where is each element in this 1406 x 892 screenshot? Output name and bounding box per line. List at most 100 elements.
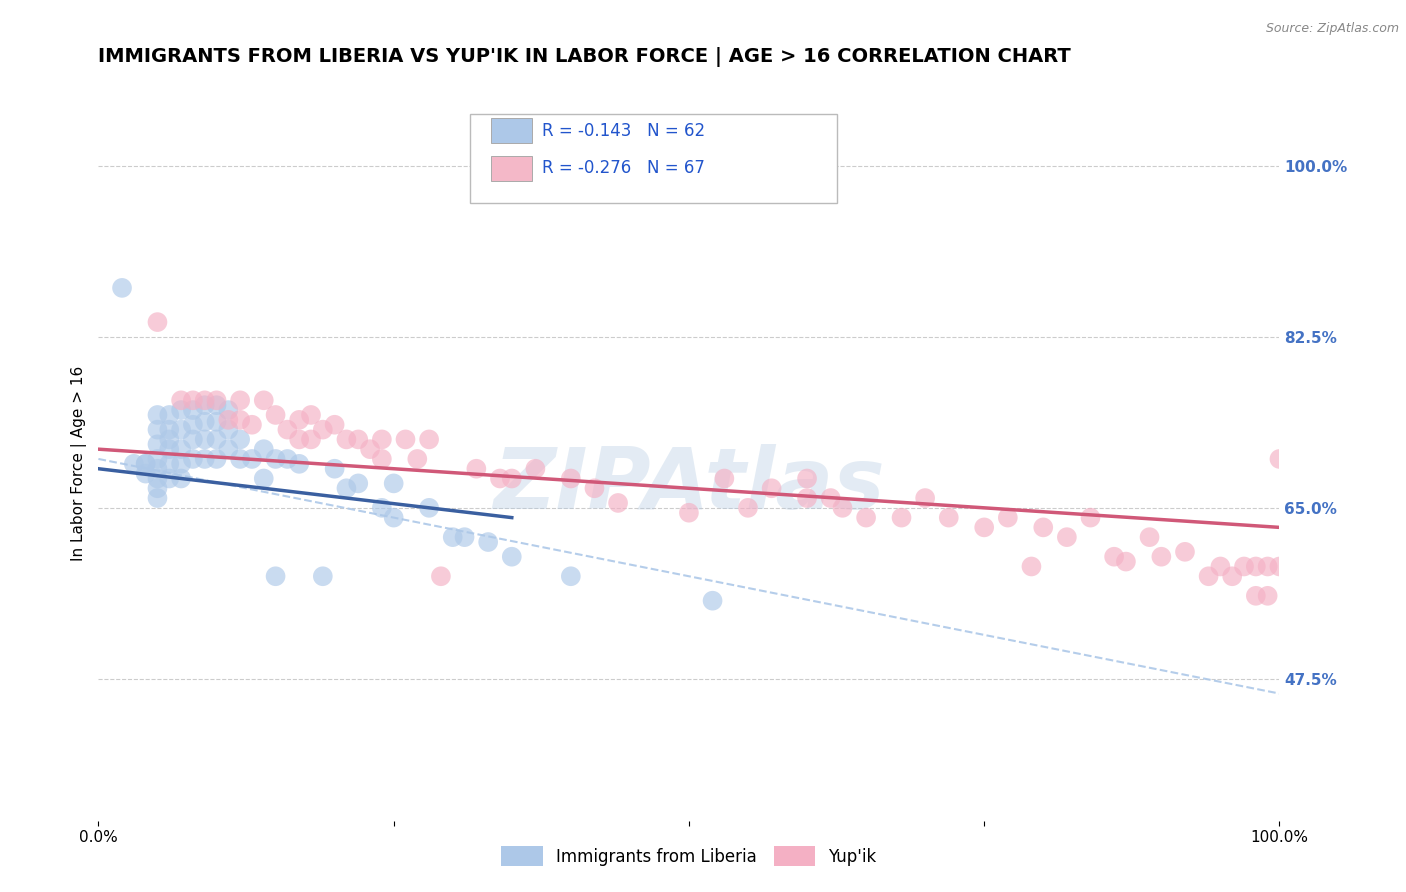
Point — [253, 442, 276, 457]
Point — [465, 461, 488, 475]
Point — [205, 433, 228, 447]
Point — [181, 403, 204, 417]
Point — [194, 433, 217, 447]
Point — [157, 442, 180, 457]
Point — [253, 471, 276, 485]
Point — [1080, 510, 1102, 524]
Point — [796, 491, 818, 505]
Point — [253, 393, 276, 408]
Point — [299, 433, 322, 447]
Point — [1021, 559, 1043, 574]
Point — [323, 417, 346, 432]
Point — [831, 500, 853, 515]
Point — [713, 471, 735, 485]
Point — [146, 437, 169, 451]
Point — [288, 433, 311, 447]
Point — [288, 413, 311, 427]
Point — [146, 461, 169, 475]
Point — [146, 315, 169, 329]
Point — [607, 496, 630, 510]
Point — [205, 393, 228, 408]
Point — [170, 403, 193, 417]
Point — [264, 569, 287, 583]
Point — [194, 415, 217, 429]
Point — [1032, 520, 1054, 534]
Point — [264, 452, 287, 467]
Point — [501, 471, 523, 485]
Point — [560, 569, 582, 583]
Point — [1233, 559, 1256, 574]
Legend: Immigrants from Liberia, Yup'ik: Immigrants from Liberia, Yup'ik — [495, 839, 883, 873]
Point — [146, 423, 169, 437]
Point — [170, 442, 193, 457]
Point — [938, 510, 960, 524]
Point — [382, 510, 405, 524]
Point — [997, 510, 1019, 524]
Point — [157, 408, 180, 422]
Point — [146, 471, 169, 485]
Text: R = -0.143   N = 62: R = -0.143 N = 62 — [543, 121, 706, 139]
Point — [914, 491, 936, 505]
Point — [394, 433, 416, 447]
Point — [157, 457, 180, 471]
Point — [312, 423, 335, 437]
Point — [453, 530, 475, 544]
Point — [1220, 569, 1243, 583]
Point — [382, 476, 405, 491]
Text: IMMIGRANTS FROM LIBERIA VS YUP'IK IN LABOR FORCE | AGE > 16 CORRELATION CHART: IMMIGRANTS FROM LIBERIA VS YUP'IK IN LAB… — [98, 47, 1071, 67]
Point — [1102, 549, 1125, 564]
Point — [371, 433, 394, 447]
Point — [240, 452, 263, 467]
Point — [229, 413, 252, 427]
Point — [217, 413, 239, 427]
Point — [205, 398, 228, 412]
Point — [347, 476, 370, 491]
Point — [312, 569, 335, 583]
Point — [181, 433, 204, 447]
Point — [276, 423, 298, 437]
Point — [229, 433, 252, 447]
Point — [371, 500, 394, 515]
Point — [181, 393, 204, 408]
Point — [181, 452, 204, 467]
Point — [406, 452, 429, 467]
Point — [205, 452, 228, 467]
Point — [347, 433, 370, 447]
Point — [430, 569, 453, 583]
Point — [335, 481, 357, 495]
Point — [1268, 559, 1291, 574]
Point — [135, 457, 157, 471]
Point — [170, 393, 193, 408]
Point — [1268, 452, 1291, 467]
Point — [181, 417, 204, 432]
Point — [489, 471, 512, 485]
Point — [583, 481, 606, 495]
Point — [1150, 549, 1173, 564]
Point — [194, 452, 217, 467]
Point — [264, 408, 287, 422]
Text: R = -0.276   N = 67: R = -0.276 N = 67 — [543, 159, 706, 177]
Point — [820, 491, 842, 505]
Point — [170, 457, 193, 471]
Point — [157, 423, 180, 437]
Point — [418, 433, 440, 447]
Point — [194, 393, 217, 408]
Point — [1198, 569, 1220, 583]
Point — [796, 471, 818, 485]
FancyBboxPatch shape — [491, 155, 531, 180]
Point — [205, 415, 228, 429]
Point — [217, 442, 239, 457]
Point — [418, 500, 440, 515]
Point — [170, 471, 193, 485]
Point — [157, 433, 180, 447]
FancyBboxPatch shape — [471, 114, 837, 203]
Point — [678, 506, 700, 520]
Point — [1257, 559, 1279, 574]
Point — [229, 452, 252, 467]
Point — [737, 500, 759, 515]
Point — [217, 423, 239, 437]
Point — [146, 481, 169, 495]
Point — [299, 408, 322, 422]
Point — [1244, 559, 1267, 574]
Point — [501, 549, 523, 564]
